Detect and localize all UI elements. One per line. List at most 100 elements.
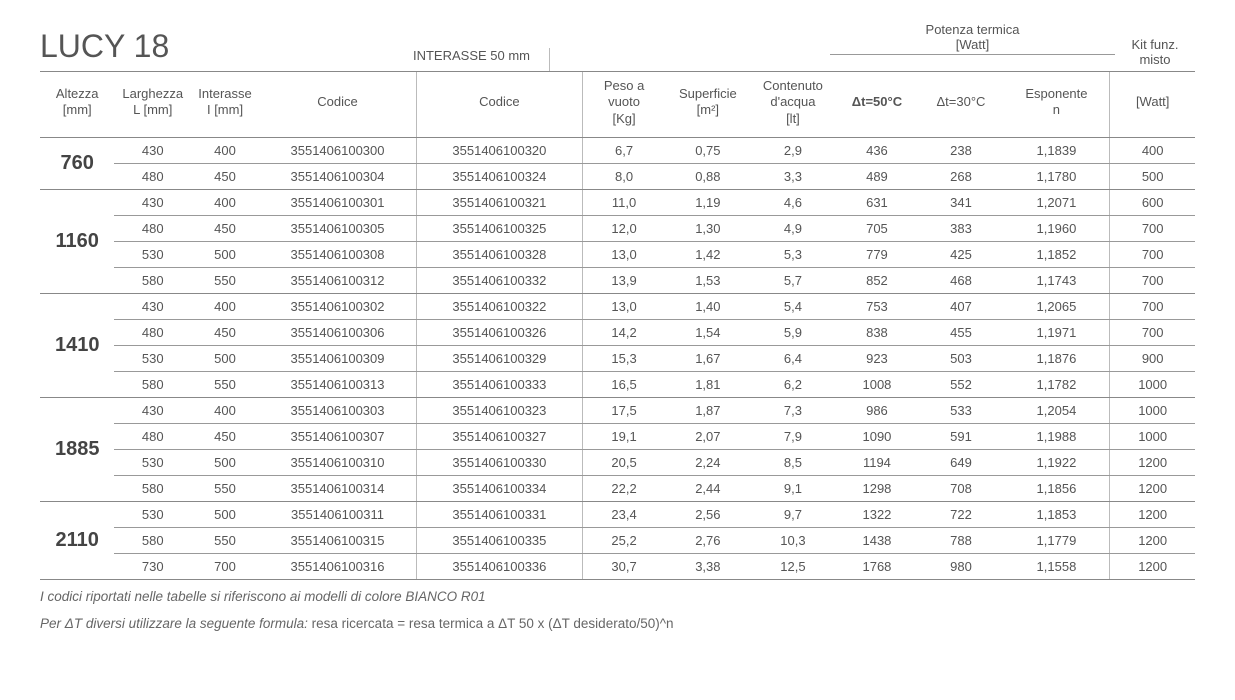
cell-cod2: 3551406100328 [416,241,582,267]
cell-larg: 730 [114,553,191,579]
cell-cont: 4,9 [750,215,835,241]
cell-peso: 14,2 [582,319,665,345]
cell-larg: 580 [114,475,191,501]
cell-dt50: 1438 [835,527,918,553]
cell-dt50: 1768 [835,553,918,579]
th-contenuto: Contenutod'acqua[lt] [750,72,835,137]
cell-larg: 530 [114,501,191,527]
cell-cont: 9,1 [750,475,835,501]
cell-int: 450 [191,163,259,189]
table-row: 5305003551406100309355140610032915,31,67… [40,345,1195,371]
cell-sup: 2,24 [665,449,750,475]
cell-esp: 1,1558 [1004,553,1110,579]
cell-kit: 1200 [1110,449,1195,475]
cell-cont: 5,4 [750,293,835,319]
table-row: 5805503551406100312355140610033213,91,53… [40,267,1195,293]
cell-cont: 8,5 [750,449,835,475]
cell-kit: 700 [1110,319,1195,345]
cell-cod: 3551406100305 [259,215,416,241]
cell-dt50: 852 [835,267,918,293]
cell-dt30: 591 [918,423,1003,449]
cell-peso: 22,2 [582,475,665,501]
cell-cod: 3551406100307 [259,423,416,449]
cell-esp: 1,1971 [1004,319,1110,345]
cell-cod2: 3551406100334 [416,475,582,501]
cell-cod2: 3551406100333 [416,371,582,397]
cell-dt30: 788 [918,527,1003,553]
cell-sup: 1,53 [665,267,750,293]
th-peso: Peso avuoto[Kg] [582,72,665,137]
cell-esp: 1,1779 [1004,527,1110,553]
table-row: 760430400355140610030035514061003206,70,… [40,137,1195,163]
cell-kit: 1200 [1110,475,1195,501]
altezza-cell: 1410 [40,293,114,397]
cell-sup: 2,76 [665,527,750,553]
cell-esp: 1,1876 [1004,345,1110,371]
cell-dt50: 838 [835,319,918,345]
cell-dt30: 425 [918,241,1003,267]
cell-cod2: 3551406100331 [416,501,582,527]
cell-dt30: 503 [918,345,1003,371]
cell-larg: 480 [114,423,191,449]
table-row: 5805503551406100313355140610033316,51,81… [40,371,1195,397]
cell-dt50: 923 [835,345,918,371]
cell-sup: 2,44 [665,475,750,501]
potenza-top-label: Potenza termica[Watt] [830,20,1115,55]
cell-cod: 3551406100304 [259,163,416,189]
cell-cont: 6,2 [750,371,835,397]
cell-cod2: 3551406100325 [416,215,582,241]
cell-esp: 1,1988 [1004,423,1110,449]
cell-larg: 580 [114,371,191,397]
cell-cont: 5,3 [750,241,835,267]
cell-esp: 1,1960 [1004,215,1110,241]
cell-int: 500 [191,345,259,371]
cell-esp: 1,2054 [1004,397,1110,423]
cell-kit: 500 [1110,163,1195,189]
cell-int: 550 [191,475,259,501]
cell-int: 450 [191,215,259,241]
cell-dt30: 268 [918,163,1003,189]
cell-dt50: 1194 [835,449,918,475]
cell-cont: 6,4 [750,345,835,371]
cell-cod2: 3551406100321 [416,189,582,215]
cell-cod: 3551406100306 [259,319,416,345]
cell-sup: 1,19 [665,189,750,215]
cell-larg: 430 [114,189,191,215]
table-row: 4804503551406100305355140610032512,01,30… [40,215,1195,241]
cell-kit: 700 [1110,267,1195,293]
cell-peso: 19,1 [582,423,665,449]
table-row: 4804503551406100306355140610032614,21,54… [40,319,1195,345]
altezza-cell: 1160 [40,189,114,293]
footnote-2: Per ΔT diversi utilizzare la seguente fo… [40,613,1195,635]
cell-sup: 1,81 [665,371,750,397]
cell-esp: 1,1852 [1004,241,1110,267]
th-altezza: Altezza[mm] [40,72,114,137]
cell-peso: 23,4 [582,501,665,527]
cell-int: 550 [191,527,259,553]
cell-cod2: 3551406100322 [416,293,582,319]
cell-peso: 16,5 [582,371,665,397]
cell-peso: 13,9 [582,267,665,293]
cell-kit: 700 [1110,215,1195,241]
cell-cod: 3551406100303 [259,397,416,423]
cell-sup: 0,88 [665,163,750,189]
cell-dt50: 1008 [835,371,918,397]
cell-dt30: 722 [918,501,1003,527]
cell-dt50: 705 [835,215,918,241]
cell-larg: 480 [114,163,191,189]
cell-sup: 1,87 [665,397,750,423]
cell-cod: 3551406100314 [259,475,416,501]
cell-dt50: 489 [835,163,918,189]
cell-sup: 1,40 [665,293,750,319]
cell-esp: 1,1853 [1004,501,1110,527]
cell-cod: 3551406100308 [259,241,416,267]
cell-dt50: 631 [835,189,918,215]
cell-sup: 1,67 [665,345,750,371]
cell-cod: 3551406100301 [259,189,416,215]
cell-cont: 2,9 [750,137,835,163]
cell-peso: 12,0 [582,215,665,241]
cell-int: 400 [191,397,259,423]
cell-esp: 1,1839 [1004,137,1110,163]
cell-dt30: 455 [918,319,1003,345]
cell-dt30: 383 [918,215,1003,241]
